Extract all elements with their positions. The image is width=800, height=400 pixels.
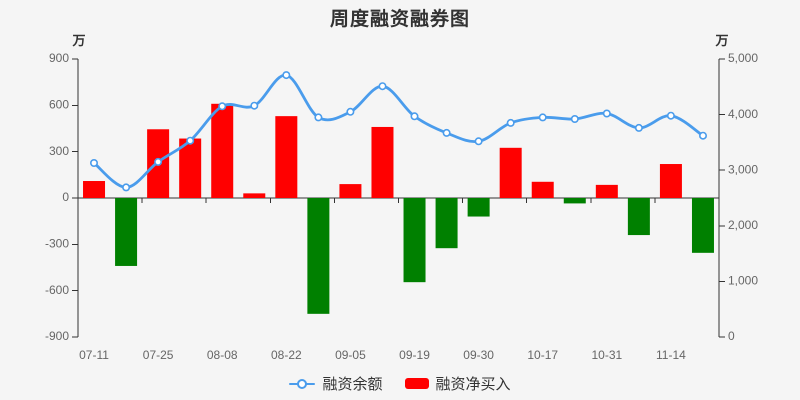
balance-line-point[interactable] (154, 157, 163, 166)
balance-line-point[interactable] (250, 101, 259, 110)
balance-line-point[interactable] (122, 183, 131, 192)
x-axis-label: 10-31 (591, 348, 622, 362)
bar-net-buy[interactable] (659, 164, 682, 198)
left-axis-unit-label: 万 (72, 33, 86, 48)
balance-line-point[interactable] (346, 107, 355, 116)
legend-label-balance: 融资余额 (322, 376, 383, 393)
balance-line-point[interactable] (506, 118, 515, 127)
bar-series-icon (404, 378, 429, 389)
x-axis-label: 10-17 (527, 348, 558, 362)
right-axis-tick-label: 1,000 (728, 274, 758, 288)
right-axis-tick-label: 2,000 (728, 218, 758, 232)
chart-title: 周度融资融券图 (329, 9, 470, 30)
right-axis-tick-label: 3,000 (728, 162, 758, 176)
left-axis-tick-label: 300 (49, 144, 69, 158)
bar-net-buy[interactable] (531, 181, 554, 198)
right-axis-tick-label: 0 (728, 329, 735, 343)
balance-line-point[interactable] (538, 113, 547, 122)
left-axis-tick-label: 0 (62, 190, 69, 204)
balance-line-point[interactable] (314, 113, 323, 122)
bar-net-buy[interactable] (275, 116, 298, 198)
bar-net-buy[interactable] (307, 198, 330, 314)
left-axis-tick-label: 600 (49, 98, 69, 112)
balance-line-point[interactable] (378, 82, 387, 91)
balance-line-point[interactable] (442, 128, 451, 137)
x-axis-label: 11-14 (656, 348, 686, 362)
x-axis-label: 08-08 (207, 348, 238, 362)
balance-line-point[interactable] (186, 136, 195, 145)
legend-item-balance[interactable]: 融资余额 (289, 373, 383, 394)
left-axis-tick-label: 900 (49, 51, 69, 65)
balance-line-point[interactable] (410, 112, 419, 121)
x-axis-label: 09-05 (335, 348, 366, 362)
bar-net-buy[interactable] (83, 181, 106, 198)
right-axis-tick-label: 4,000 (728, 107, 758, 121)
x-axis-label: 09-30 (463, 348, 494, 362)
balance-line-point[interactable] (218, 102, 227, 111)
legend: 融资余额 融资净买入 (0, 373, 800, 394)
x-axis-label: 07-11 (79, 348, 109, 362)
balance-line-point[interactable] (698, 131, 707, 140)
bar-net-buy[interactable] (179, 138, 202, 198)
bar-net-buy[interactable] (211, 103, 234, 198)
bar-net-buy[interactable] (595, 184, 618, 198)
x-axis-label: 09-19 (399, 348, 430, 362)
bar-net-buy[interactable] (627, 198, 650, 236)
bar-net-buy[interactable] (339, 184, 362, 198)
bar-net-buy[interactable] (467, 198, 490, 217)
left-axis-tick-label: -900 (45, 329, 69, 343)
balance-line-point[interactable] (602, 109, 611, 118)
x-axis-label: 08-22 (271, 348, 302, 362)
bar-net-buy[interactable] (403, 198, 426, 283)
balance-line-point[interactable] (666, 111, 675, 120)
balance-line-point[interactable] (474, 137, 483, 146)
left-axis-tick-label: -600 (45, 283, 69, 297)
bar-net-buy[interactable] (435, 198, 458, 249)
right-axis-tick-label: 5,000 (728, 51, 758, 65)
bar-net-buy[interactable] (499, 147, 522, 198)
right-axis-unit-label: 万 (715, 33, 729, 48)
legend-item-netbuy[interactable]: 融资净买入 (404, 373, 511, 394)
bar-net-buy[interactable] (371, 126, 394, 198)
balance-line-point[interactable] (634, 123, 643, 132)
bar-net-buy[interactable] (243, 193, 266, 198)
balance-line-point[interactable] (90, 159, 99, 168)
bar-net-buy[interactable] (691, 198, 714, 253)
bar-net-buy[interactable] (115, 198, 138, 266)
balance-line-point[interactable] (570, 115, 579, 124)
x-axis-label: 07-25 (143, 348, 174, 362)
legend-label-netbuy: 融资净买入 (435, 376, 511, 393)
left-axis-tick-label: -300 (45, 237, 69, 251)
bar-net-buy[interactable] (563, 198, 586, 204)
balance-line-point[interactable] (282, 71, 291, 80)
line-series-icon (289, 378, 316, 389)
